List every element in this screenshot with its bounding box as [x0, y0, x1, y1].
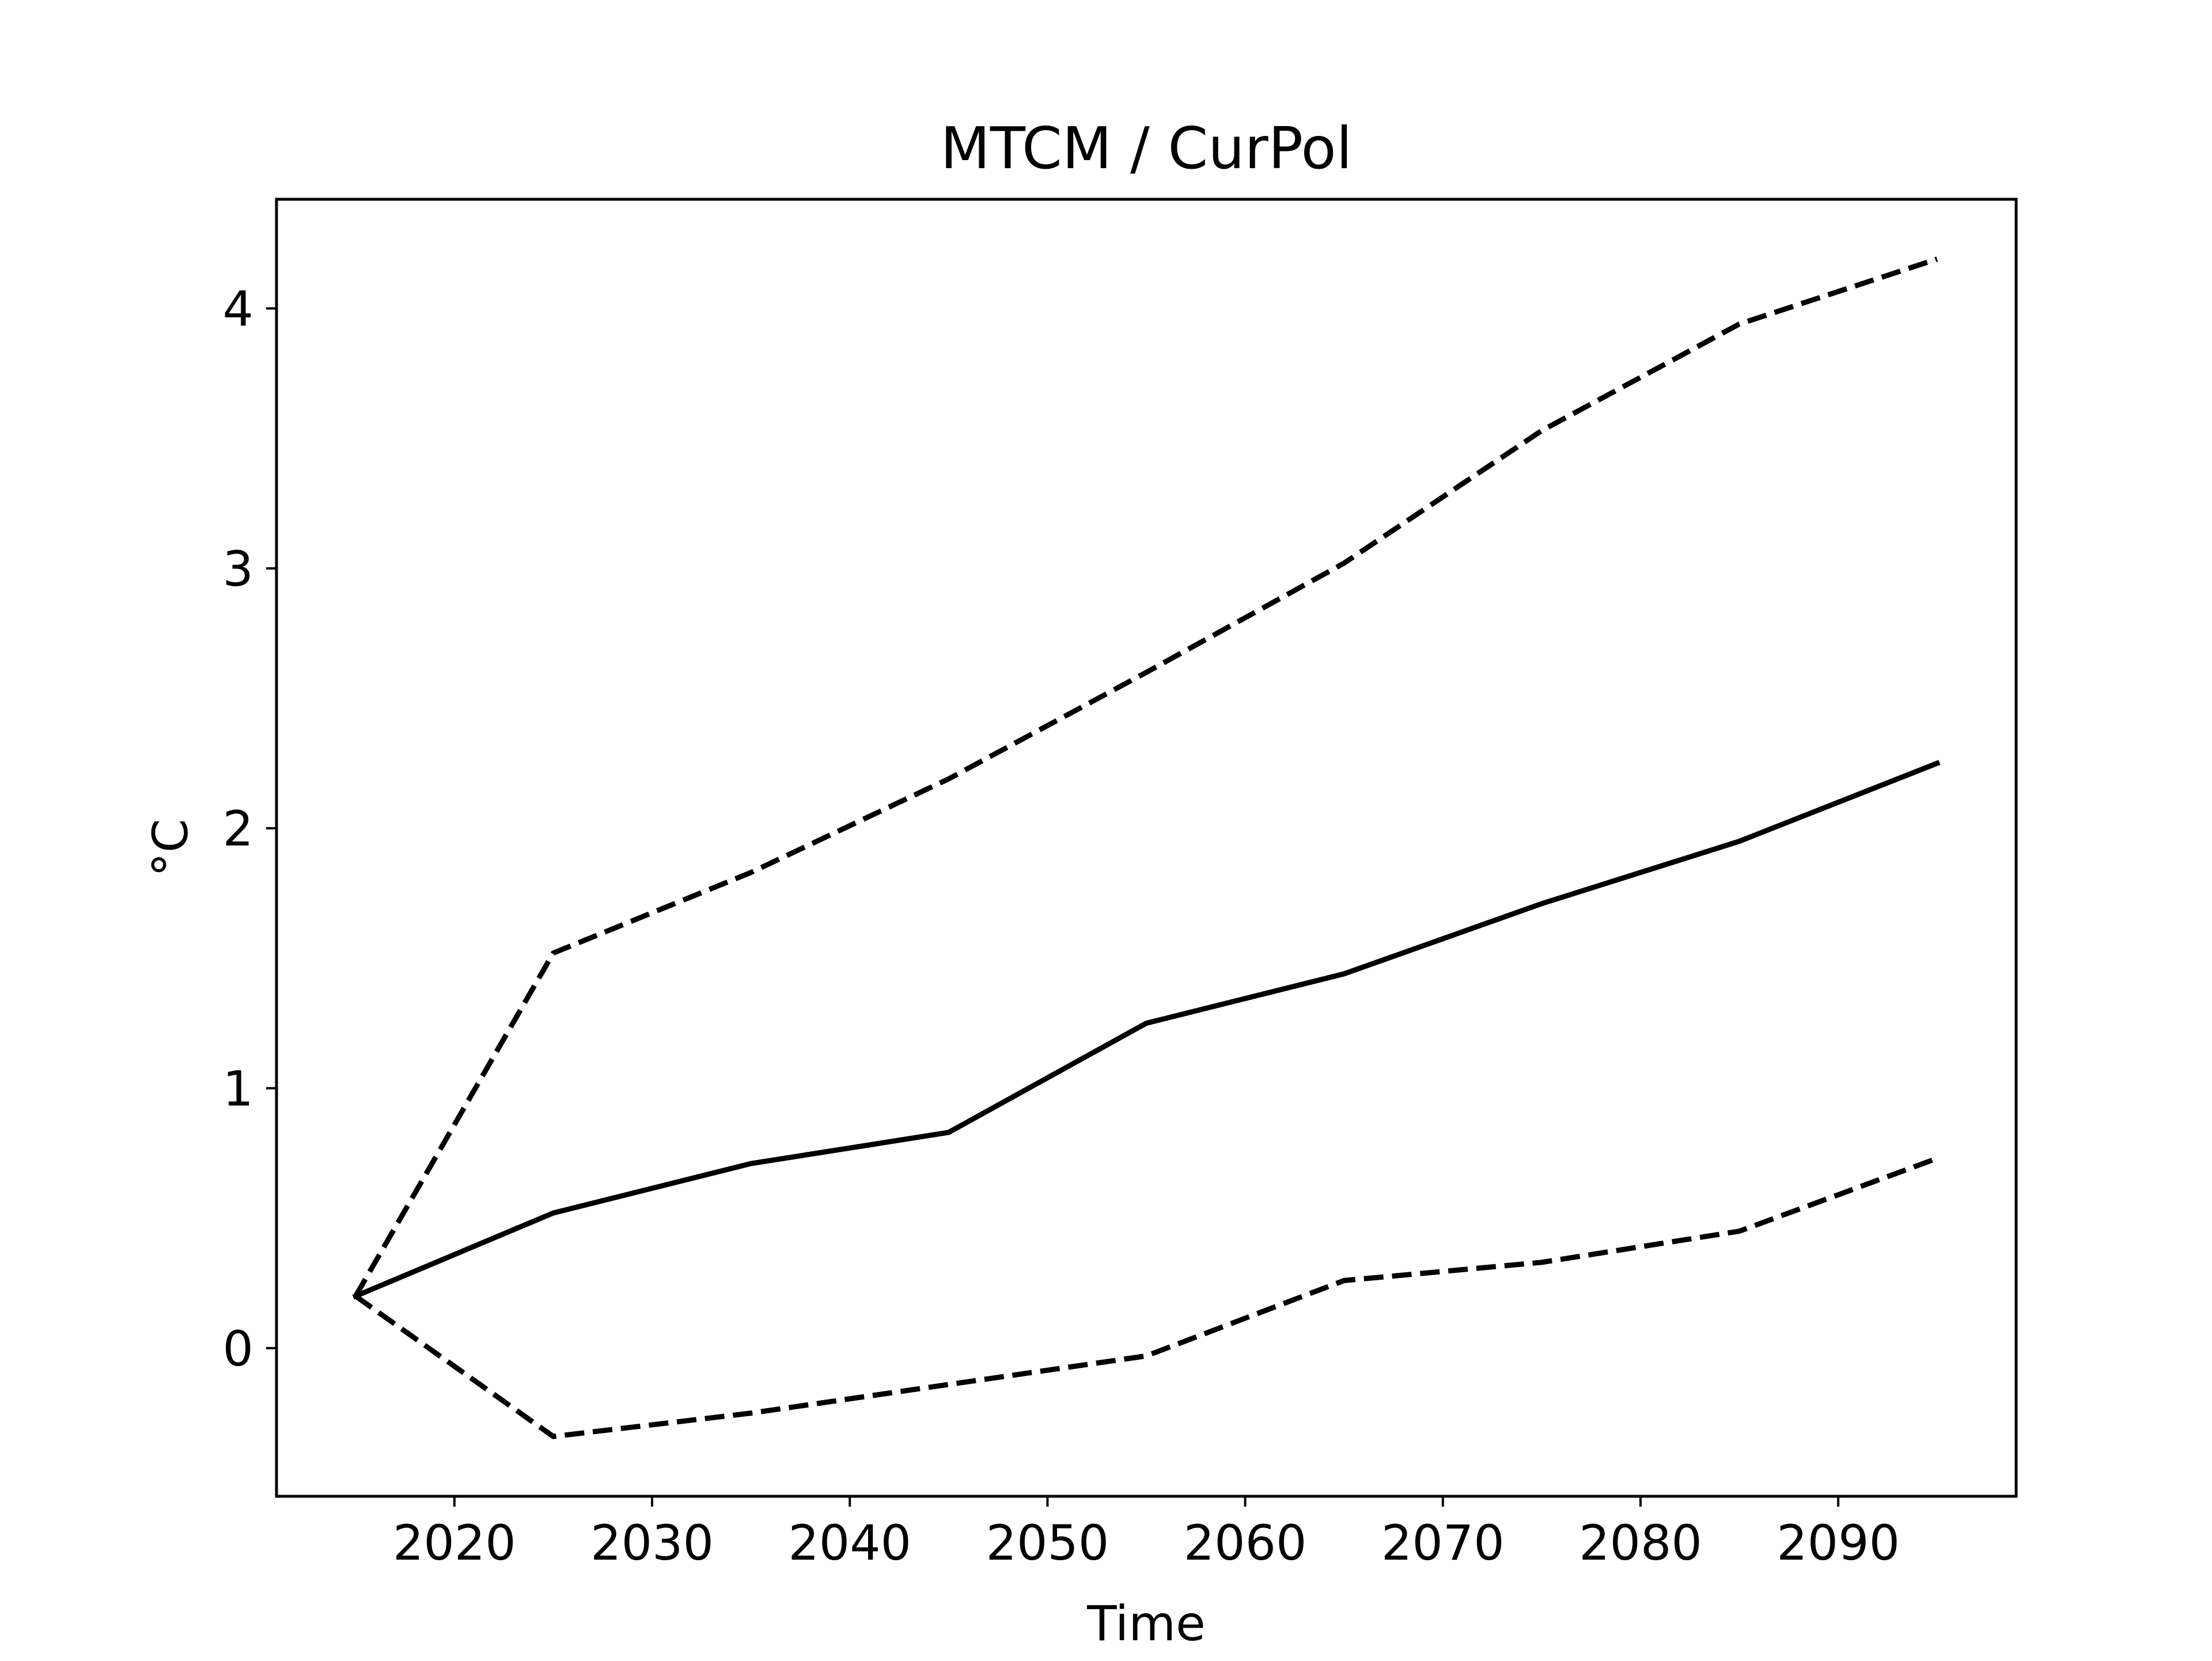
x-axis-label: Time — [1086, 1595, 1206, 1652]
x-tick-label: 2070 — [1381, 1515, 1505, 1571]
x-tick-label: 2090 — [1777, 1515, 1900, 1571]
x-axis: 2020 2030 2040 2050 2060 2070 2080 2090 — [393, 1496, 1900, 1571]
dashed-series-line — [353, 256, 1938, 1298]
y-tick-label: 3 — [223, 541, 253, 597]
dashed-series-line — [354, 1156, 1938, 1439]
y-tick-label: 2 — [223, 801, 253, 857]
y-axis-label: °C — [142, 819, 199, 877]
chart-title: MTCM / CurPol — [941, 115, 1353, 182]
plot-area-frame — [275, 198, 2018, 1498]
x-tick-label: 2050 — [986, 1515, 1109, 1571]
x-tick-label: 2020 — [393, 1515, 516, 1571]
y-tick-label: 1 — [223, 1060, 253, 1117]
y-axis: 0 1 2 3 4 — [223, 281, 276, 1377]
y-tick-label: 4 — [223, 281, 253, 337]
solid-series-line — [352, 760, 1941, 1300]
x-tick-label: 2030 — [590, 1515, 714, 1571]
x-tick-label: 2060 — [1184, 1515, 1307, 1571]
series-layer — [352, 256, 1941, 1439]
x-tick-label: 2040 — [788, 1515, 911, 1571]
y-tick-label: 0 — [223, 1321, 253, 1377]
x-tick-label: 2080 — [1579, 1515, 1702, 1571]
